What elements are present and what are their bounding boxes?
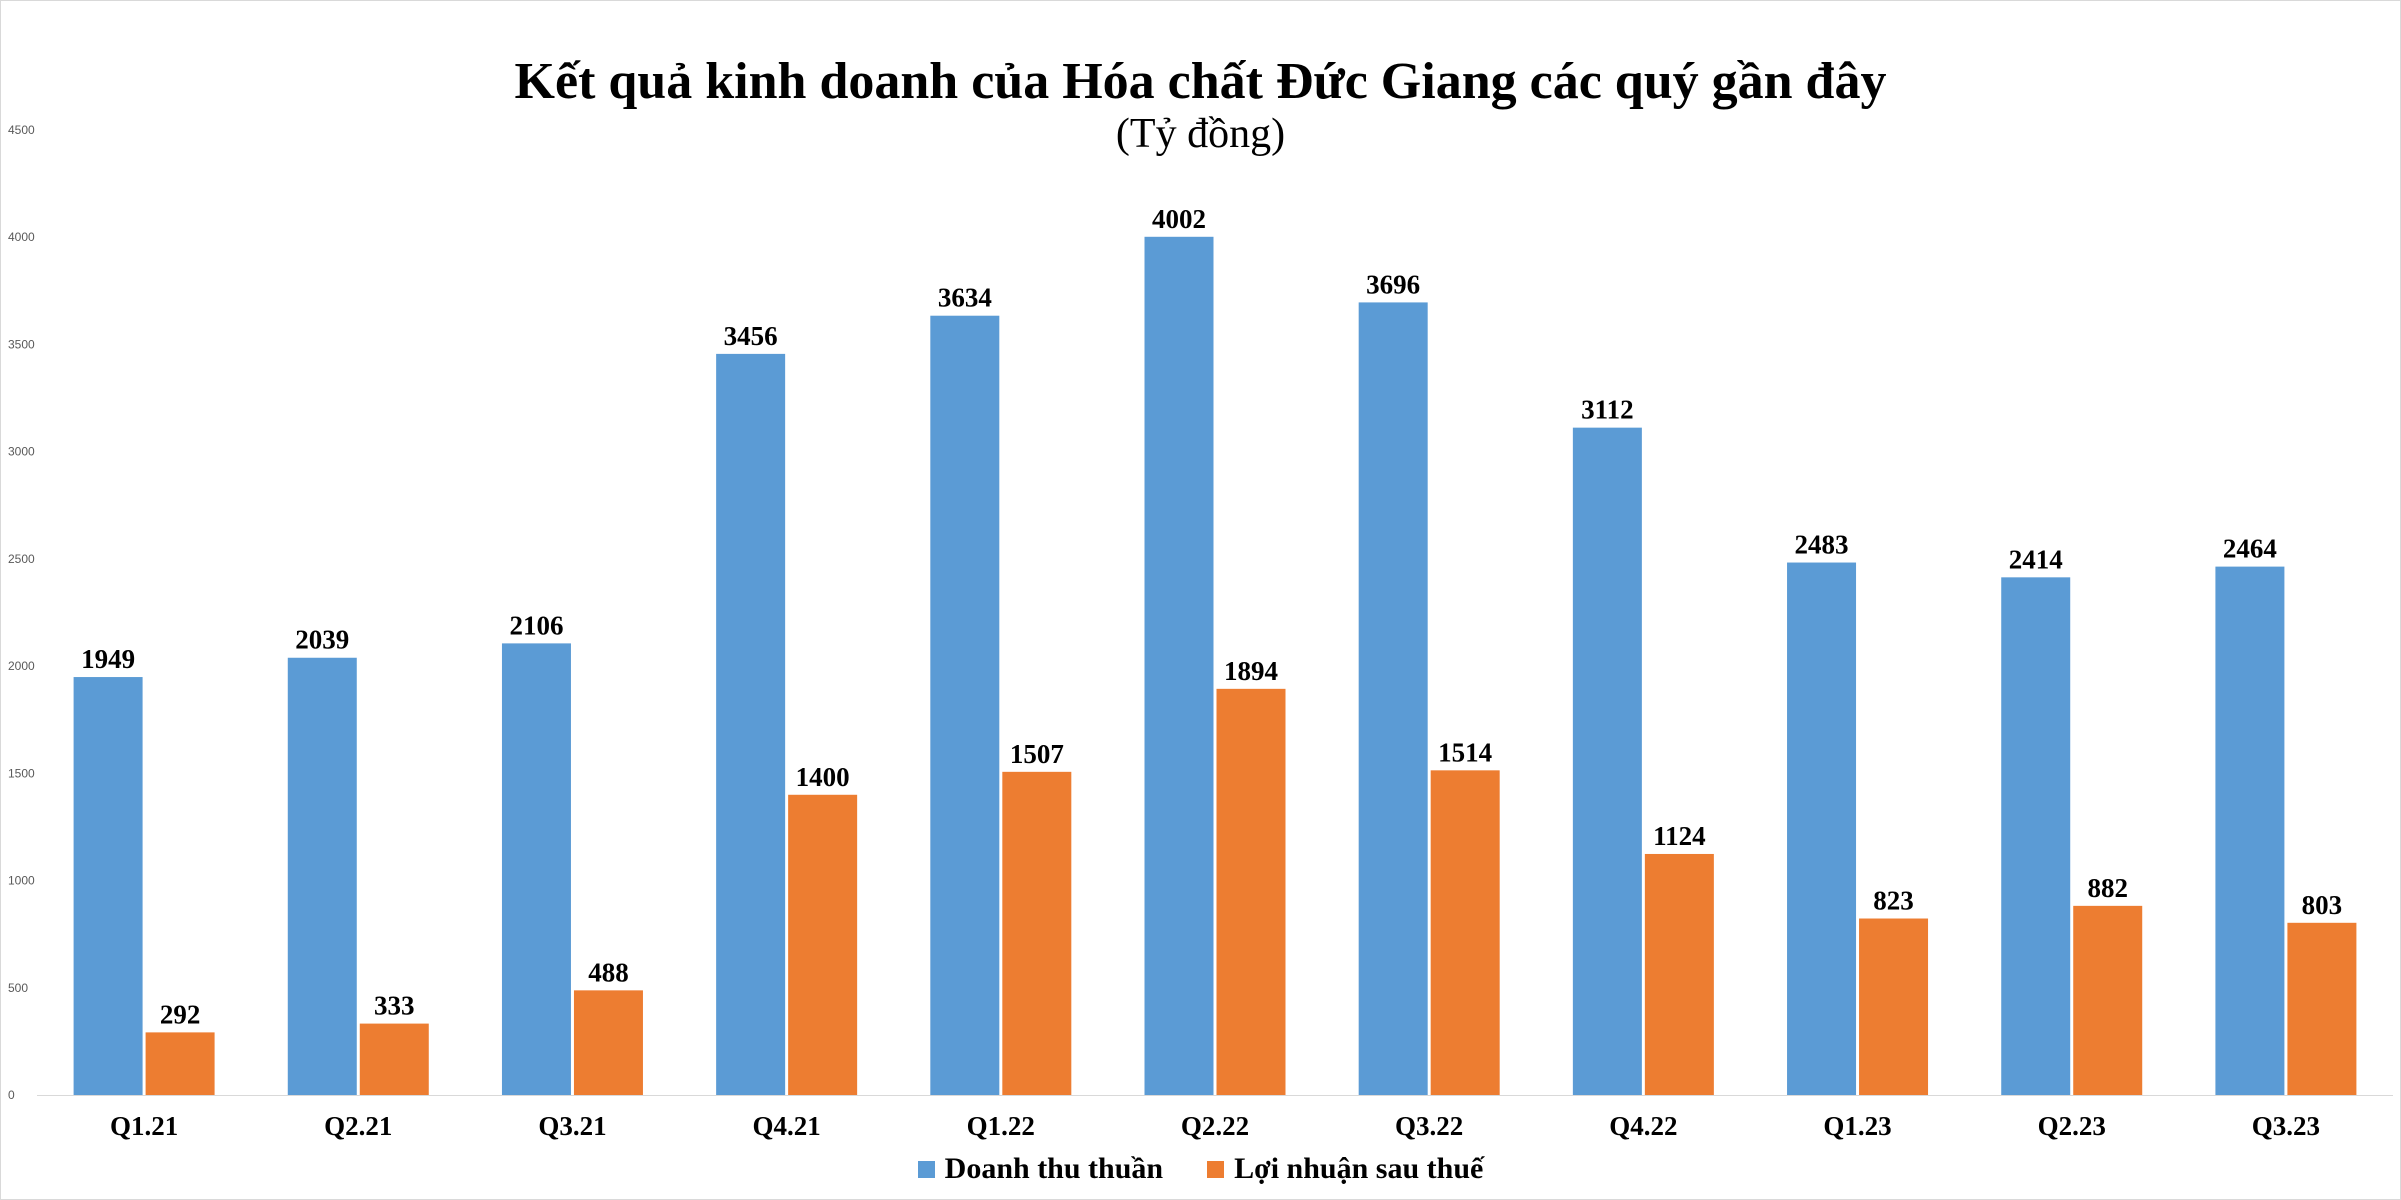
- x-tick-label: Q3.22: [1395, 1111, 1463, 1141]
- bar-revenue: [1144, 236, 1214, 1095]
- bar-profit: [788, 794, 858, 1095]
- bar-revenue: [1572, 427, 1642, 1095]
- y-tick-label: 1500: [8, 766, 35, 780]
- x-tick-label: Q4.21: [753, 1111, 821, 1141]
- bar-revenue: [2001, 577, 2071, 1095]
- bar-profit: [1430, 770, 1500, 1095]
- bar-revenue: [73, 677, 143, 1095]
- y-tick-label: 3000: [8, 445, 35, 459]
- data-label-profit: 1124: [1653, 821, 1706, 851]
- data-label-revenue: 3696: [1366, 269, 1420, 299]
- x-tick-label: Q1.21: [110, 1111, 178, 1141]
- x-tick-label: Q3.23: [2252, 1111, 2320, 1141]
- data-label-revenue: 1949: [81, 644, 135, 674]
- y-tick-label: 3500: [8, 337, 35, 351]
- chart-subtitle: (Tỷ đồng): [1115, 111, 1286, 157]
- data-label-revenue: 2464: [2223, 534, 2277, 564]
- bar-profit: [145, 1032, 215, 1095]
- data-label-revenue: 2483: [1795, 530, 1849, 560]
- data-label-profit: 803: [2302, 890, 2343, 920]
- x-tick-label: Q2.22: [1181, 1111, 1249, 1141]
- legend-swatch-profit: [1207, 1160, 1225, 1178]
- legend-item-revenue: Doanh thu thuần: [917, 1152, 1164, 1186]
- bar-profit: [2287, 922, 2357, 1095]
- data-label-revenue: 2414: [2009, 544, 2063, 574]
- bar-revenue: [1358, 302, 1428, 1095]
- bar-profit: [1859, 918, 1929, 1095]
- bar-profit: [1002, 771, 1072, 1095]
- data-label-revenue: 2039: [295, 625, 349, 655]
- bar-revenue: [930, 315, 1000, 1096]
- bar-profit: [1216, 688, 1286, 1095]
- data-label-revenue: 3634: [938, 283, 992, 313]
- x-tick-label: Q2.21: [324, 1111, 392, 1141]
- bar-profit: [359, 1023, 429, 1095]
- bar-revenue: [2215, 566, 2285, 1095]
- data-label-revenue: 3456: [724, 321, 778, 351]
- y-tick-label: 4500: [8, 123, 35, 137]
- y-tick-label: 1000: [8, 874, 35, 888]
- data-label-profit: 882: [2087, 873, 2128, 903]
- bar-profit: [2073, 905, 2143, 1095]
- bar-profit: [1644, 853, 1714, 1095]
- data-label-profit: 488: [588, 957, 629, 987]
- data-label-revenue: 4002: [1152, 204, 1206, 234]
- data-label-revenue: 2106: [509, 610, 563, 640]
- x-tick-label: Q2.23: [2038, 1111, 2106, 1141]
- chart-title: Kết quả kinh doanh của Hóa chất Đức Gian…: [514, 53, 1887, 110]
- legend-label-revenue: Doanh thu thuần: [944, 1152, 1164, 1185]
- y-tick-label: 500: [8, 981, 28, 995]
- x-tick-label: Q1.22: [967, 1111, 1035, 1141]
- x-tick-label: Q4.22: [1609, 1111, 1677, 1141]
- bar-profit: [573, 990, 643, 1095]
- bar-revenue: [716, 353, 786, 1095]
- y-tick-label: 2000: [8, 659, 35, 673]
- bar-revenue: [287, 657, 357, 1095]
- legend-label-profit: Lợi nhuận sau thuế: [1234, 1152, 1484, 1185]
- data-label-profit: 1507: [1010, 739, 1064, 769]
- data-label-profit: 333: [374, 991, 415, 1021]
- data-label-profit: 292: [160, 999, 201, 1029]
- bar-revenue: [501, 643, 571, 1095]
- bar-revenue: [1787, 562, 1857, 1095]
- legend-item-profit: Lợi nhuận sau thuế: [1207, 1152, 1483, 1186]
- legend: Doanh thu thuần Lợi nhuận sau thuế: [0, 1152, 2401, 1186]
- x-tick-label: Q1.23: [1823, 1111, 1891, 1141]
- data-label-profit: 1894: [1224, 656, 1278, 686]
- data-label-profit: 1514: [1438, 737, 1492, 767]
- y-tick-label: 4000: [8, 230, 35, 244]
- x-tick-label: Q3.21: [538, 1111, 606, 1141]
- data-label-profit: 823: [1873, 886, 1914, 916]
- y-tick-label: 2500: [8, 552, 35, 566]
- y-tick-label: 0: [8, 1088, 15, 1102]
- data-label-revenue: 3112: [1581, 395, 1634, 425]
- data-label-profit: 1400: [796, 762, 850, 792]
- legend-swatch-revenue: [917, 1160, 935, 1178]
